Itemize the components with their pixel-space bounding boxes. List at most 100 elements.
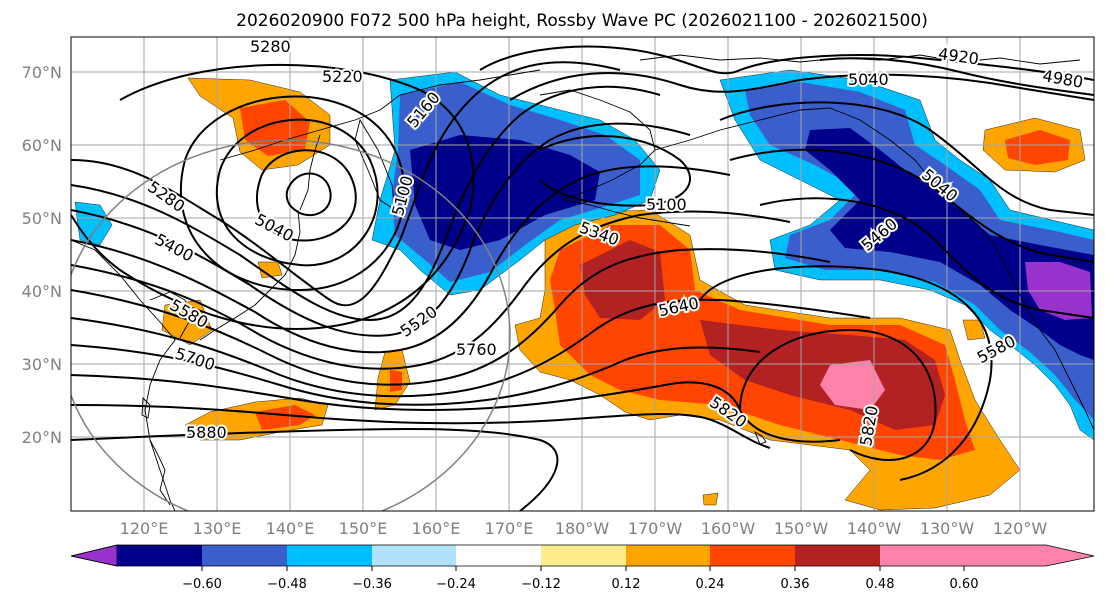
contour-arctic2 [509, 72, 1094, 101]
contour-5280 [71, 61, 621, 307]
colorbar-segment [880, 545, 964, 566]
lon-tick-label: 130°W [920, 519, 975, 538]
contour-label: 5880 [186, 423, 227, 442]
coastline-alaska [539, 89, 831, 201]
coastline-gulf-alaska [829, 107, 996, 246]
lon-tick-label: 180°W [555, 519, 610, 538]
contour-5640 [71, 298, 871, 398]
colorbar-segment [541, 545, 626, 566]
colorbar-tick-label: −0.36 [352, 577, 392, 592]
contour-trough-east1 [719, 101, 1094, 216]
coastline-sakhalin [299, 134, 321, 211]
contour-low-ring4 [179, 95, 406, 292]
anomaly-positive-small [702, 319, 986, 506]
coastline-chukotka [399, 69, 541, 96]
colorbar-ticks [201, 566, 965, 571]
longitude-axis: 120°E 130°E 140°E 150°E 160°E 170°E 180°… [120, 519, 1048, 538]
lon-tick-label: 120°E [120, 519, 169, 538]
lon-tick-label: 150°W [774, 519, 829, 538]
lon-tick-label: 130°E [193, 519, 242, 538]
anomaly-negative-east-navy [805, 128, 1094, 360]
lon-tick-label: 170°E [485, 519, 534, 538]
contour-5580 [71, 248, 831, 386]
colorbar-tick-label: 0.60 [950, 577, 979, 592]
contour-5100-mid [539, 135, 691, 207]
contour-label: 5100 [646, 195, 687, 214]
coastline-aleutians [564, 199, 691, 227]
colorbar-segment [117, 545, 202, 566]
height-contours [71, 45, 1094, 511]
map-frame [70, 36, 1095, 512]
lat-tick-label: 60°N [22, 136, 62, 155]
coastline-taiwan [141, 396, 151, 419]
contour-arctic1 [479, 45, 1094, 81]
coastline-philippines [149, 439, 171, 506]
colorbar-tick-label: 0.24 [696, 577, 725, 592]
colorbar-segment [372, 545, 456, 566]
colorbar-segment [456, 545, 541, 566]
contour-low-ring2 [255, 149, 357, 242]
lon-tick-label: 150°E [339, 519, 388, 538]
coastline-north-america [994, 244, 1094, 431]
colorbar-extend-low [70, 544, 118, 567]
colorbar-tick-label: 0.36 [781, 577, 810, 592]
lat-tick-label: 70°N [22, 63, 62, 82]
colorbar: −0.60 −0.48 −0.36 −0.24 −0.12 0.12 0.24 … [70, 544, 1095, 592]
colorbar-segment [795, 545, 880, 566]
contour-5400 [71, 122, 691, 337]
colorbar-tick-label: 0.12 [612, 577, 641, 592]
colorbar-segment [710, 545, 795, 566]
contour-5520 [71, 210, 791, 370]
contour-5880 [71, 428, 559, 511]
contour-5700 [71, 344, 761, 406]
colorbar-segment [626, 545, 710, 566]
colorbar-extend-high [964, 545, 1094, 566]
coastline-okhotsk [219, 94, 401, 161]
contour-trough-east3 [759, 197, 1094, 319]
graticule [71, 37, 1094, 511]
contour-low-center [285, 172, 332, 217]
lon-tick-label: 160°W [701, 519, 756, 538]
anomaly-negative-navy [410, 135, 600, 250]
anomaly-shading [74, 69, 1094, 511]
coastline-hawaii [754, 430, 767, 445]
anomaly-positive-canada-red [1005, 130, 1070, 165]
lon-tick-label: 170°W [628, 519, 683, 538]
colorbar-tick-label: −0.60 [182, 577, 222, 592]
lat-tick-label: 30°N [22, 355, 62, 374]
contour-label: 5220 [322, 67, 363, 86]
latitude-axis: 70°N 60°N 50°N 40°N 30°N 20°N [22, 63, 62, 447]
contour-5040-east [819, 57, 1094, 96]
lat-tick-label: 50°N [22, 209, 62, 228]
lon-tick-label: 120°W [993, 519, 1048, 538]
contour-5460 [71, 165, 731, 354]
anomaly-positive-japan-orange [161, 261, 411, 441]
contour-label: 5280 [250, 37, 291, 56]
colorbar-segment [202, 545, 287, 566]
contour-label: 5760 [456, 340, 497, 359]
colorbar-tick-label: 0.48 [866, 577, 895, 592]
contour-5340 [71, 85, 661, 322]
map-panel: 5280 5220 5160 5100 5040 5280 5400 5040 … [70, 35, 1095, 512]
anomaly-positive-pink [820, 360, 885, 410]
colorbar-tick-label: −0.24 [436, 577, 476, 592]
colorbar-tick-labels: −0.60 −0.48 −0.36 −0.24 −0.12 0.12 0.24 … [182, 577, 978, 592]
lon-tick-label: 140°W [847, 519, 902, 538]
lon-tick-label: 160°E [412, 519, 461, 538]
colorbar-tick-label: −0.12 [521, 577, 561, 592]
lon-tick-label: 140°E [266, 519, 315, 538]
contour-5820 [71, 404, 771, 449]
contour-label: 4980 [1041, 66, 1084, 92]
colorbar-segment [287, 545, 372, 566]
contour-low-ring3 [215, 118, 379, 267]
lat-tick-label: 20°N [22, 428, 62, 447]
figure-title: 2026020900 F072 500 hPa height, Rossby W… [236, 11, 928, 31]
contour-ridge-east [739, 328, 937, 461]
contour-trough-east2 [729, 148, 1094, 263]
contour-ridge-east2 [699, 265, 993, 481]
lat-tick-label: 40°N [22, 282, 62, 301]
contour-label: 5040 [848, 70, 889, 89]
coastline-kamchatka [354, 118, 396, 211]
highlight-circle [71, 139, 511, 511]
